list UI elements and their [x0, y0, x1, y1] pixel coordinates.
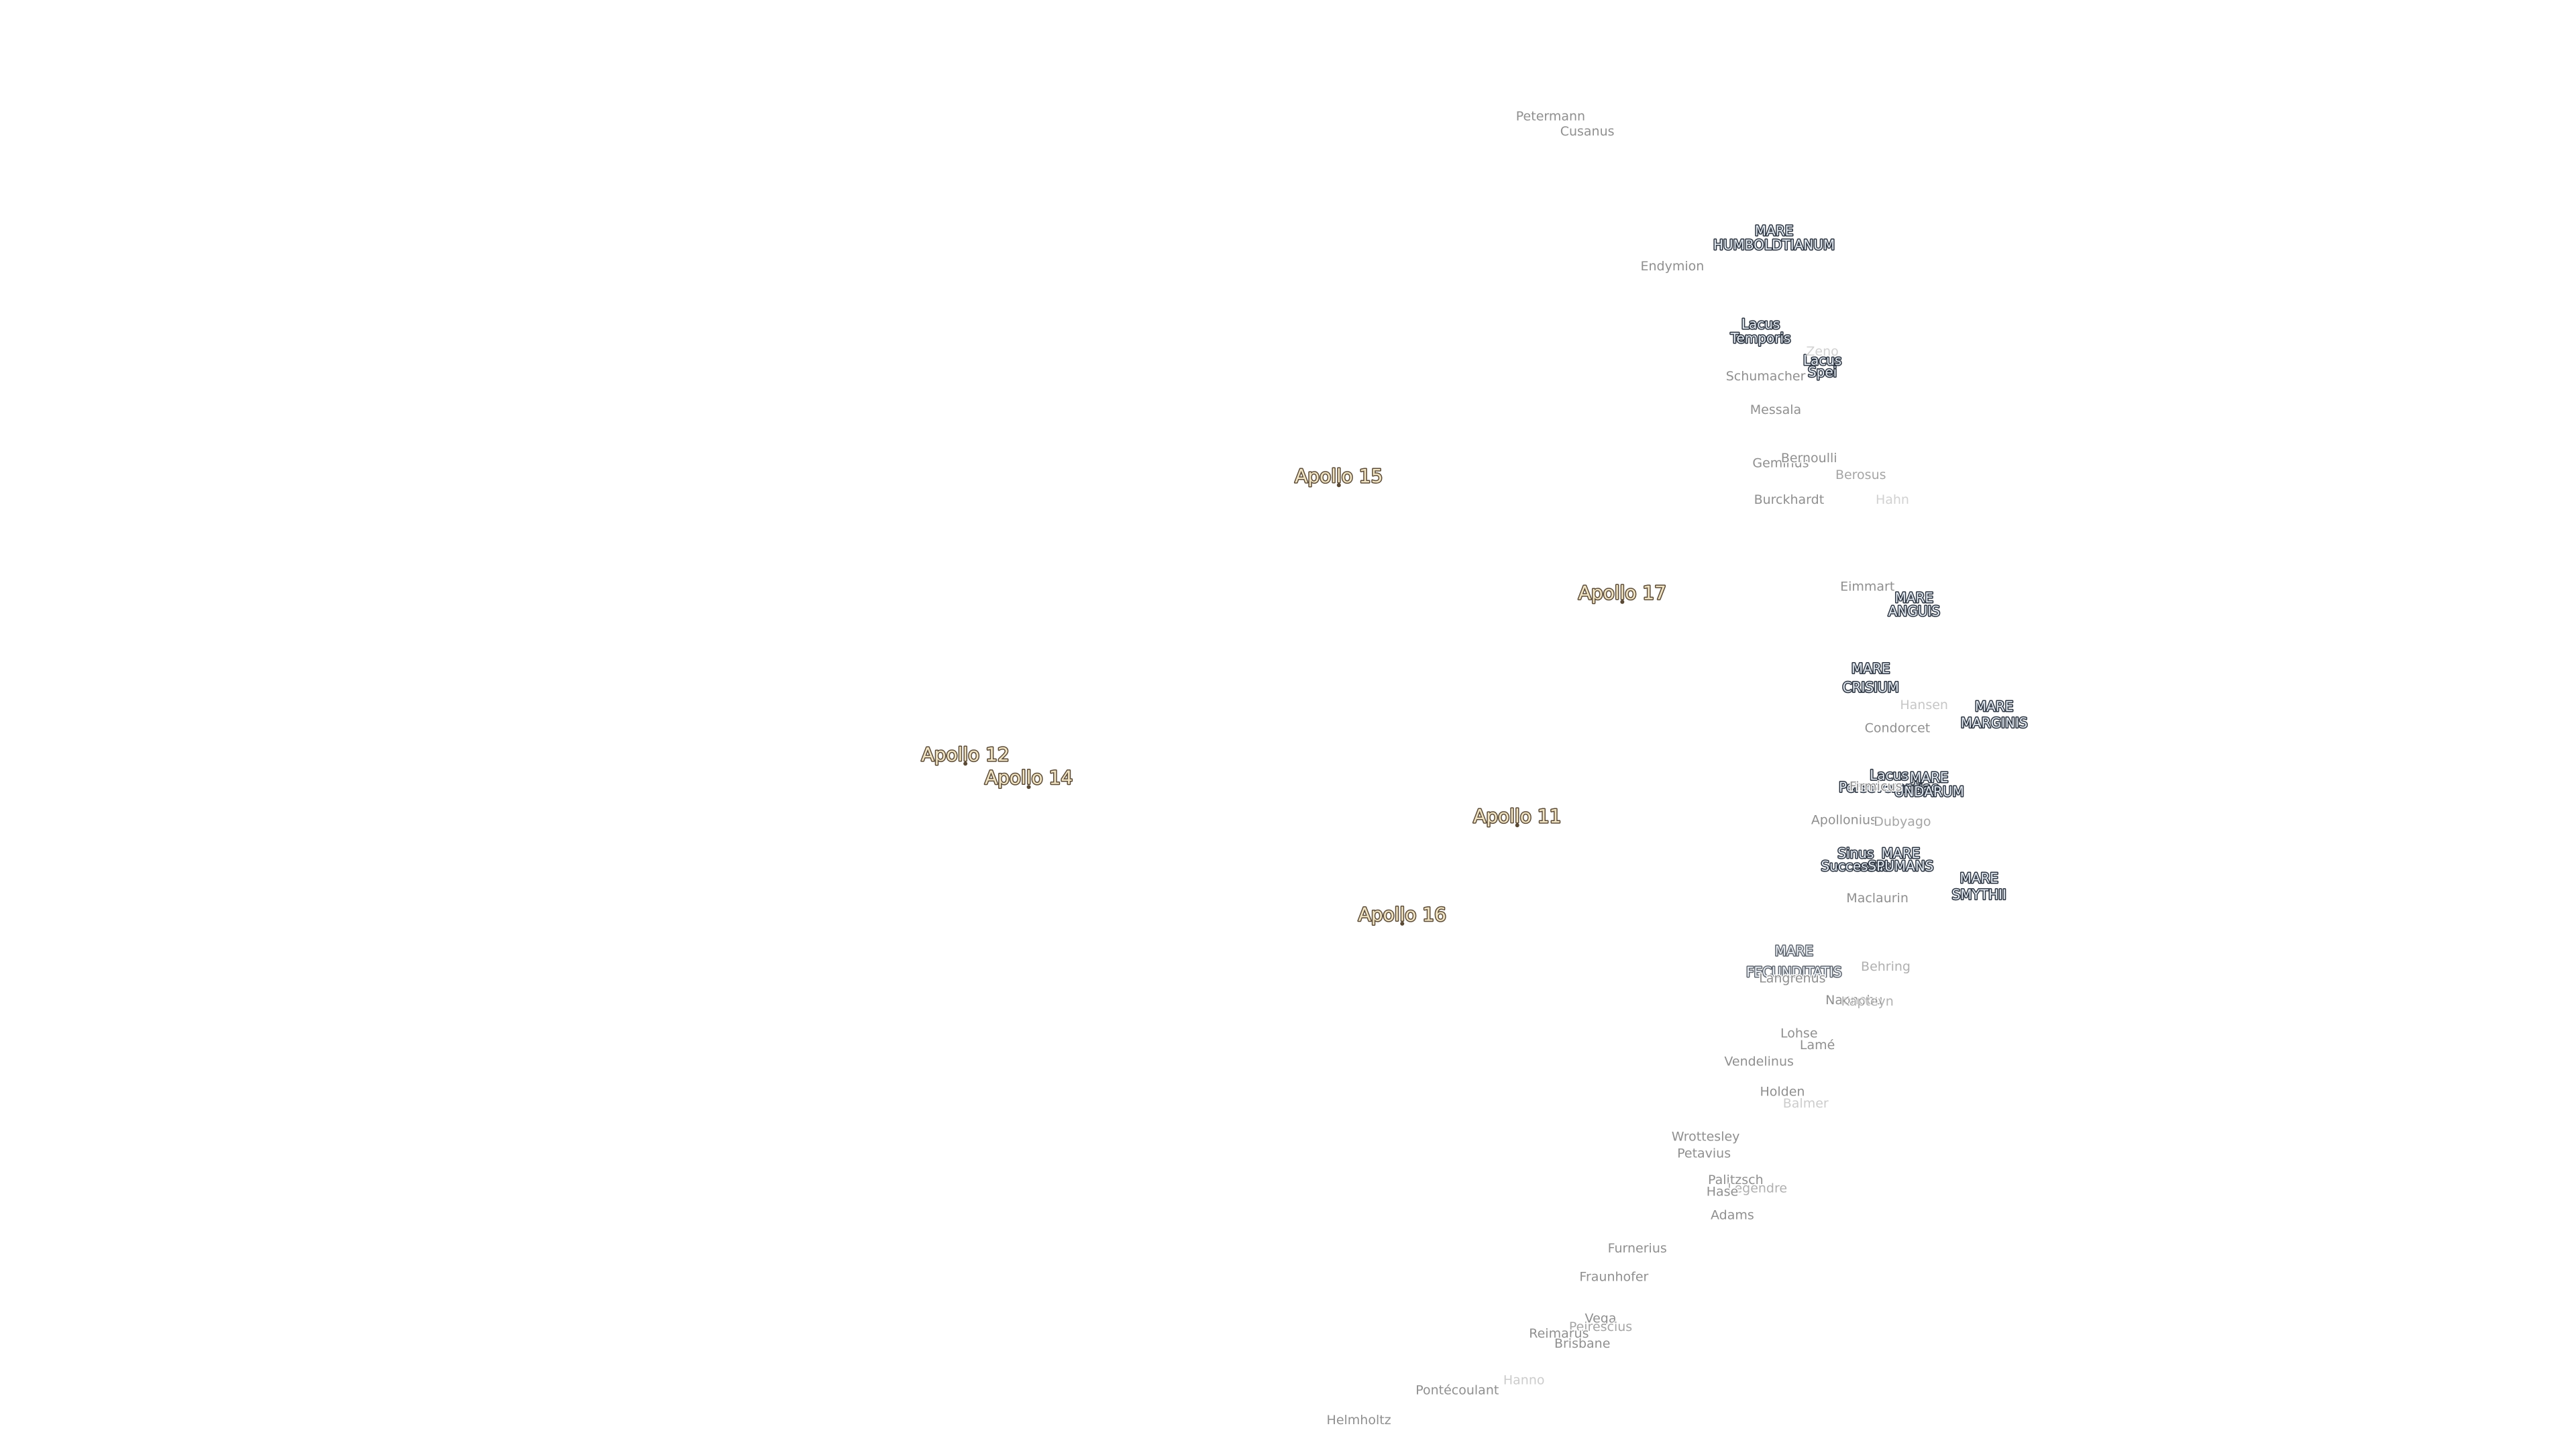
mare-label: Lacus Spei	[1803, 352, 1842, 380]
crater-label: Burckhardt	[1754, 492, 1825, 507]
mare-label-line: Perseverantiae	[1839, 779, 1939, 795]
mare-label-line: MARE	[1960, 870, 1998, 886]
crater-label: Balmer	[1783, 1096, 1829, 1111]
crater-label: Palitzsch	[1708, 1173, 1764, 1187]
apollo-site-marker	[1620, 600, 1625, 604]
crater-label: Messala	[1750, 402, 1801, 417]
crater-label: Behring	[1861, 959, 1911, 974]
crater-label: Bernoulli	[1781, 451, 1837, 466]
crater-label: Reimarus	[1529, 1326, 1589, 1341]
crater-label: Holden	[1760, 1084, 1805, 1099]
crater-label: Dubyago	[1874, 814, 1931, 829]
crater-label: Petermann	[1516, 109, 1585, 123]
crater-label: Hahn	[1876, 492, 1909, 507]
mare-label: Sinus Successus	[1821, 845, 1890, 874]
crater-label: Apollonius	[1811, 812, 1877, 827]
mare-label-line: SMYTHII	[1952, 886, 2006, 902]
mare-label-line: MARGINIS	[1961, 714, 2028, 731]
mare-label: MARE CRISIUM	[1843, 660, 1899, 695]
mare-label-line: ANGUIS	[1888, 603, 1940, 619]
crater-label: Furnerius	[1608, 1241, 1667, 1256]
mare-label: MARE ANGUIS	[1888, 590, 1940, 619]
crater-label: Vendelinus	[1724, 1055, 1794, 1069]
mare-label-line: HUMBOLDTIANUM	[1713, 236, 1835, 252]
mare-label-line: Lacus	[1803, 352, 1842, 368]
crater-label: Schumacher	[1726, 369, 1806, 384]
crater-label: Pontécoulant	[1415, 1383, 1499, 1397]
mare-label-line: SPUMANS	[1868, 857, 1933, 873]
crater-label: Berosus	[1835, 468, 1886, 482]
apollo-site-marker	[1026, 785, 1031, 790]
crater-label: Firmicus	[1849, 780, 1902, 794]
mare-label: MARE MARGINIS	[1961, 698, 2028, 731]
crater-label: Petavius	[1677, 1146, 1731, 1161]
crater-label: Lamé	[1800, 1038, 1835, 1053]
mare-label-line: MARE	[1882, 845, 1920, 861]
crater-label: Endymion	[1640, 259, 1704, 274]
crater-label: Wrottesley	[1672, 1130, 1740, 1144]
crater-label: Langrenus	[1759, 971, 1825, 985]
mare-label-line: CRISIUM	[1843, 679, 1899, 695]
crater-label: Adams	[1711, 1208, 1754, 1222]
mare-label-line: MARE	[1910, 769, 1948, 786]
crater-label: Hanno	[1503, 1373, 1545, 1387]
mare-label: MARE SPUMANS	[1868, 845, 1933, 874]
apollo-site-marker	[1336, 483, 1341, 488]
crater-label: Hansen	[1900, 698, 1948, 712]
mare-label-line: MARE	[1851, 660, 1890, 676]
mare-label: MARE FECUNDITATIS	[1746, 943, 1842, 980]
crater-label: Legendre	[1727, 1181, 1787, 1196]
crater-label: Fraunhofer	[1579, 1269, 1648, 1284]
crater-label: Zeno	[1806, 344, 1838, 359]
mare-label-line: MARE	[1975, 698, 2013, 714]
mare-label: MARE UNDARUM	[1894, 769, 1964, 800]
mare-label-line: Sinus	[1837, 845, 1874, 861]
mare-label-line: Successus	[1821, 857, 1890, 873]
apollo-site-label: Apollo 17	[1578, 582, 1666, 604]
mare-label: MARE HUMBOLDTIANUM	[1713, 222, 1835, 252]
mare-label-line: Spei	[1808, 364, 1837, 380]
apollo-site-marker	[963, 761, 968, 766]
mare-label: Lacus Temporis	[1730, 316, 1791, 346]
crater-label: Hase	[1707, 1185, 1739, 1199]
mare-label-line: Temporis	[1730, 330, 1791, 346]
crater-label: Brisbane	[1554, 1336, 1610, 1351]
crater-label: Peirescius	[1569, 1320, 1632, 1334]
apollo-site-marker	[1515, 823, 1519, 828]
crater-label: Helmholtz	[1327, 1413, 1391, 1428]
crater-label: Geminus	[1752, 455, 1809, 470]
mare-label: Lacus Perseverantiae	[1839, 767, 1939, 795]
crater-label: Maclaurin	[1846, 891, 1909, 906]
mare-label-line: Lacus	[1870, 767, 1909, 783]
mare-label-line: FECUNDITATIS	[1746, 963, 1842, 979]
crater-label: Eimmart	[1840, 579, 1894, 594]
mare-label-line: MARE	[1895, 590, 1933, 606]
apollo-site-label: Apollo 15	[1295, 465, 1383, 487]
crater-label: Cusanus	[1560, 124, 1615, 139]
mare-label-line: MARE	[1775, 943, 1813, 959]
mare-label-line: UNDARUM	[1894, 784, 1964, 800]
crater-label: Condorcet	[1865, 721, 1931, 736]
crater-label: Vega	[1585, 1311, 1617, 1326]
crater-label: Naonobu	[1825, 993, 1882, 1008]
crater-label: Kapteyn	[1841, 994, 1894, 1009]
apollo-site-marker	[1400, 921, 1405, 926]
mare-label-line: MARE	[1755, 222, 1793, 238]
mare-label-line: Lacus	[1741, 316, 1780, 332]
crater-label: Lohse	[1780, 1026, 1818, 1040]
mare-label: MARE SMYTHII	[1952, 870, 2006, 902]
